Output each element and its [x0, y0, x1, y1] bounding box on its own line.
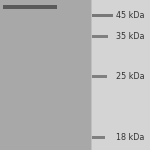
Bar	[92, 136, 105, 139]
Bar	[3, 5, 57, 9]
Text: 18 kDa: 18 kDa	[116, 133, 145, 142]
Bar	[92, 14, 112, 17]
Text: 25 kDa: 25 kDa	[116, 72, 145, 81]
Text: 45 kDa: 45 kDa	[116, 11, 145, 20]
Bar	[91, 0, 150, 150]
Bar	[0, 0, 91, 150]
Text: 35 kDa: 35 kDa	[116, 32, 145, 41]
Bar	[92, 75, 106, 78]
Bar	[92, 35, 108, 38]
